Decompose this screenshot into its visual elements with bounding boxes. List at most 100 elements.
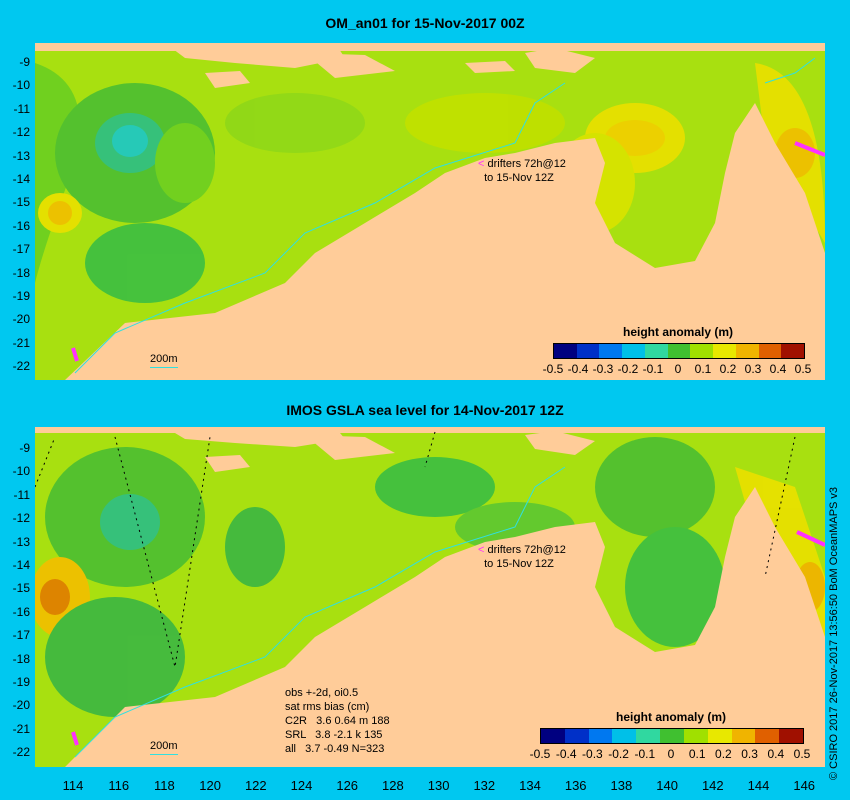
latitude-tick-label: -22 <box>12 359 30 374</box>
colorbar-title-bottom: height anomaly (m) <box>615 710 726 724</box>
longitude-tick-label: 132 <box>473 778 496 793</box>
colorbar-segment <box>541 729 565 743</box>
colorbar-segment <box>644 344 668 358</box>
longitude-tick-label: 126 <box>336 778 359 793</box>
drifter-track <box>796 530 825 547</box>
colorbar-tick-label: 0.2 <box>715 747 732 761</box>
latitude-tick-label: -18 <box>12 651 30 666</box>
colorbar-tick-label: 0 <box>667 747 675 761</box>
longitude-tick-label: 124 <box>290 778 313 793</box>
satellite-track-c2r <box>35 431 796 668</box>
longitude-tick-label: 140 <box>656 778 678 793</box>
colorbar-segment <box>707 729 732 743</box>
longitude-tick-label: 142 <box>701 778 724 793</box>
latitude-tick-label: -14 <box>12 558 30 572</box>
drifter-label-top-2: to 15-Nov 12Z <box>484 172 554 184</box>
longitude-tick-label: 138 <box>610 778 633 793</box>
latitude-tick-label: -10 <box>12 464 30 479</box>
colorbar-segment <box>660 729 684 743</box>
isobath-legend-line-top <box>150 367 178 368</box>
colorbar-tick-label: 0.2 <box>719 362 737 376</box>
colorbar-segment <box>731 729 756 743</box>
longitude-tick-label: 146 <box>793 778 816 793</box>
colorbar-segment <box>554 344 577 358</box>
latitude-tick-label: -12 <box>12 125 30 140</box>
drifter-track <box>794 141 825 157</box>
longitude-tick-label: 134 <box>519 778 541 793</box>
colorbar-segment <box>713 344 736 358</box>
colorbar-segment <box>683 729 708 743</box>
isobath-200m <box>74 82 566 374</box>
latitude-tick-label: -12 <box>12 511 30 526</box>
sea-level-field <box>35 63 825 313</box>
map-panel-bottom <box>35 427 825 767</box>
isobath-200m <box>74 466 566 758</box>
colorbar-segment <box>690 344 714 358</box>
colorbar-tick-label: -0.1 <box>642 362 664 376</box>
latitude-tick-label: -15 <box>12 195 30 210</box>
latitude-tick-label: -19 <box>12 675 30 689</box>
colorbar-tick-label: 0.5 <box>794 362 812 376</box>
latitude-tick-label: -16 <box>12 218 30 233</box>
colorbar-tick-label: 0.3 <box>741 747 758 761</box>
colorbar-tick-label: -0.4 <box>555 747 577 761</box>
isobath-label-bottom: 200m <box>150 740 178 752</box>
latitude-tick-label: -11 <box>13 487 30 502</box>
drifter-label-bottom: drifters 72h@12 <box>487 544 566 556</box>
colorbar-title-top: height anomaly (m) <box>622 325 733 339</box>
colorbar-tick-label: -0.5 <box>542 362 564 376</box>
longitude-tick-label: 114 <box>62 778 84 793</box>
latitude-tick-label: -10 <box>12 78 30 93</box>
colorbar-segment <box>612 729 637 743</box>
longitude-tick-label: 118 <box>154 778 175 793</box>
longitude-tick-label: 144 <box>747 778 770 793</box>
drifter-label-top: drifters 72h@12 <box>487 158 566 170</box>
colorbar-tick-label: -0.3 <box>592 362 614 376</box>
credit-text: © CSIRO 2017 26-Nov-2017 13:56:50 BoM Oc… <box>828 486 840 780</box>
colorbar-segment <box>755 729 780 743</box>
longitude-tick-label: 116 <box>108 778 130 793</box>
colorbar-top <box>553 343 805 359</box>
latitude-tick-label: -13 <box>12 534 30 549</box>
colorbar-tick-label: 0 <box>674 362 682 376</box>
colorbar-segment <box>564 729 589 743</box>
latitude-tick-label: -17 <box>12 242 30 257</box>
colorbar-tick-label: -0.2 <box>608 747 629 761</box>
latitude-tick-label: -22 <box>12 745 30 760</box>
colorbar-tick-label: 0.1 <box>694 362 712 376</box>
latitude-tick-label: -14 <box>12 172 30 186</box>
colorbar-tick-label: -0.3 <box>582 747 603 761</box>
colorbar-segment <box>636 729 661 743</box>
latitude-tick-label: -21 <box>12 721 30 736</box>
colorbar-segment <box>576 344 600 358</box>
colorbar-tick-label: 0.4 <box>767 747 785 761</box>
longitude-tick-label: 130 <box>427 778 450 793</box>
latitude-tick-label: -20 <box>12 312 30 327</box>
colorbar-segment <box>588 729 613 743</box>
latitude-tick-label: -21 <box>12 335 30 350</box>
latitude-tick-label: -16 <box>12 604 30 619</box>
latitude-tick-label: -11 <box>13 101 30 116</box>
latitude-tick-label: -18 <box>12 265 30 280</box>
isobath-legend-line-bottom <box>150 754 178 755</box>
colorbar-tick-label: 0.4 <box>769 362 787 376</box>
colorbar-segment <box>781 344 805 358</box>
latitude-tick-label: -17 <box>12 628 30 643</box>
longitude-tick-label: 128 <box>382 778 404 793</box>
longitude-tick-label: 136 <box>564 778 587 793</box>
longitude-tick-label: 122 <box>244 778 267 793</box>
panel-title-top: OM_an01 for 15-Nov-2017 00Z <box>325 15 525 31</box>
drifter-label-bottom-2: to 15-Nov 12Z <box>484 558 554 570</box>
colorbar-tick-label: -0.2 <box>617 362 639 376</box>
stats-block: obs +-2d, oi0.5 sat rms bias (cm) C2R 3.6 … <box>285 687 390 755</box>
colorbar-tick-label: 0.3 <box>744 362 762 376</box>
panel-title-bottom: IMOS GSLA sea level for 14-Nov-2017 12Z <box>286 402 564 418</box>
colorbar-segment <box>599 344 623 358</box>
colorbar-segment <box>779 729 803 743</box>
colorbar-tick-label: -0.5 <box>529 747 551 761</box>
latitude-tick-label: -13 <box>12 148 30 163</box>
longitude-tick-label: 120 <box>199 778 221 793</box>
latitude-tick-label: -9 <box>19 55 30 69</box>
land <box>35 427 825 767</box>
colorbar-tick-label: -0.4 <box>567 362 589 376</box>
